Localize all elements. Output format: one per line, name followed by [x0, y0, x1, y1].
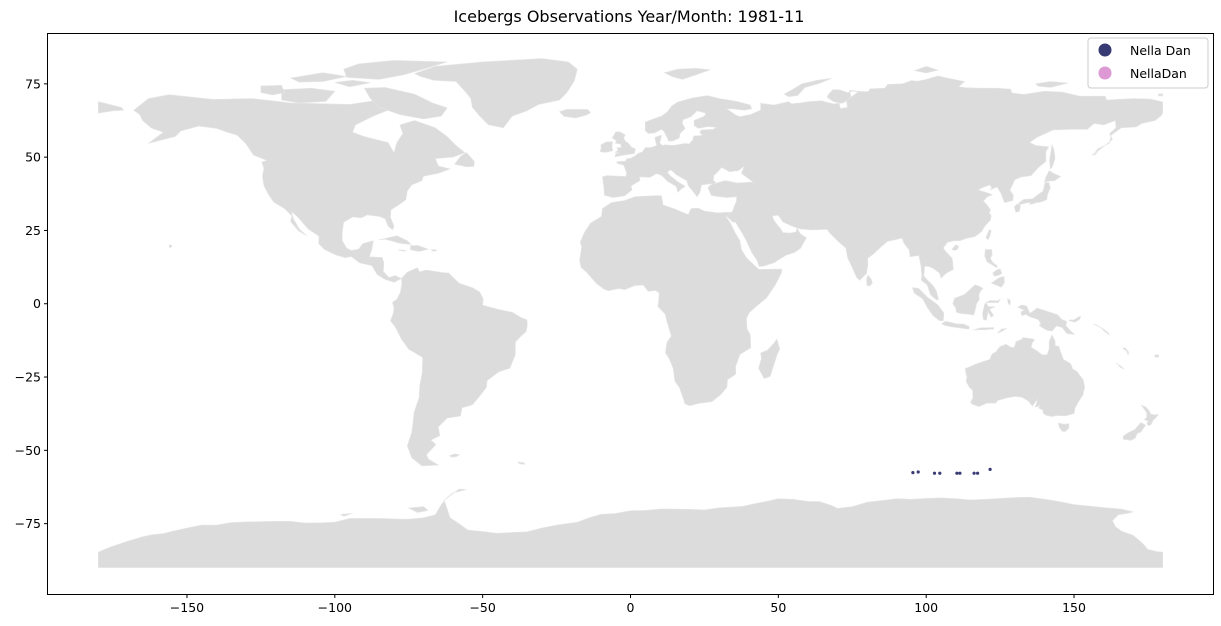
landmass-japan-hokkaido	[1044, 170, 1062, 183]
landmass-antarctic-is	[407, 506, 429, 513]
landmass-ellesmere	[343, 60, 448, 80]
landmass-tasmania	[1058, 422, 1070, 432]
legend-label-nella-dan: Nella Dan	[1130, 43, 1191, 58]
landmass-fiji	[1154, 354, 1160, 358]
landmass-ireland	[599, 141, 614, 153]
observation-points	[911, 467, 992, 475]
x-tick-label: −150	[170, 600, 204, 615]
x-tick-label: −50	[469, 600, 495, 615]
landmass-hawaii	[168, 244, 173, 249]
y-tick-label: 0	[33, 296, 41, 311]
landmass-taiwan	[985, 229, 992, 240]
landmass-falklands	[448, 453, 461, 458]
landmass-java	[941, 320, 970, 330]
landmass-halmahera	[1007, 297, 1011, 306]
landmass-victoria-is	[281, 87, 336, 104]
landmass-japan-kyushu	[1013, 203, 1021, 213]
landmass-australia	[964, 334, 1086, 417]
landmass-iceland	[558, 109, 592, 119]
y-tick-label: 25	[25, 223, 41, 238]
landmass-south-america	[390, 267, 528, 467]
x-tick-label: 100	[914, 600, 938, 615]
landmass-hispaniola	[410, 245, 430, 252]
y-tick-label: −50	[15, 443, 41, 458]
legend-box	[1087, 37, 1209, 89]
landmass-vanuatu	[1122, 347, 1130, 357]
landmass-sakhalin	[1049, 144, 1056, 170]
landmass-philippines-luzon	[984, 249, 998, 269]
landmass-solomons	[1093, 323, 1110, 336]
landmass-greenland	[413, 58, 578, 129]
landmass-philippines-mindanao	[990, 276, 1005, 288]
landmass-borneo	[952, 284, 984, 316]
observation-point-0-8	[988, 467, 992, 471]
landmass-new-caledonia	[1115, 362, 1125, 370]
landmass-new-guinea	[1017, 304, 1076, 335]
legend-label-nelladan: NellaDan	[1130, 66, 1187, 81]
landmass-new-siberian-is	[1034, 81, 1069, 88]
landmass-sri-lanka	[866, 274, 873, 287]
landmass-svalbard	[663, 67, 711, 80]
landmass-sumatra	[911, 287, 945, 321]
landmass-cuba	[379, 235, 412, 245]
landmass-newfoundland	[454, 152, 475, 168]
landmass-baffin	[363, 87, 448, 120]
landmass-philippines-mid	[992, 268, 1003, 277]
landmass-kamchatka-is	[1091, 152, 1098, 156]
world-basemap	[98, 58, 1163, 568]
x-tick-label: −100	[318, 600, 352, 615]
y-tick-label: −75	[15, 516, 41, 531]
x-tick-label: 150	[1062, 600, 1086, 615]
observation-point-0-5	[958, 471, 962, 475]
landmass-jamaica	[398, 249, 406, 252]
landmass-eurasia	[602, 75, 1163, 301]
y-tick-label: 50	[25, 150, 41, 165]
landmass-great-britain	[611, 131, 636, 158]
landmass-chukotka-east	[98, 101, 124, 114]
landmass-nz-north	[1140, 404, 1159, 427]
landmass-africa	[579, 195, 783, 407]
landmass-south-georgia	[517, 461, 526, 465]
legend-marker-nelladan	[1098, 66, 1112, 80]
landmass-madagascar	[758, 338, 781, 379]
observation-point-0-0	[911, 471, 915, 475]
landmass-nz-south	[1122, 422, 1147, 441]
x-axis: −150 −100 −50 0 50 100 150	[170, 594, 1086, 615]
observation-point-0-4	[955, 471, 959, 475]
x-tick-label: 50	[770, 600, 786, 615]
observation-point-0-7	[976, 471, 980, 475]
legend-marker-nella-dan	[1098, 43, 1112, 57]
landmass-japan-honshu	[1016, 182, 1051, 206]
landmass-new-britain	[1068, 315, 1082, 323]
landmass-wrangel	[1157, 93, 1163, 97]
y-tick-label: 75	[25, 76, 41, 91]
landmass-puerto-rico	[431, 249, 437, 252]
landmass-novaya-zemlya	[783, 78, 832, 98]
landmass-arctic-is-2	[334, 79, 371, 88]
landmass-alexander-is-2	[339, 513, 353, 517]
legend: Nella Dan NellaDan	[1087, 37, 1209, 89]
landmass-hainan	[951, 244, 960, 251]
observation-point-0-6	[972, 471, 976, 475]
landmass-sulawesi	[982, 298, 1001, 321]
x-tick-label: 0	[627, 600, 635, 615]
landmass-severnaya-zemlya	[913, 65, 940, 74]
observation-point-0-3	[938, 471, 942, 475]
chart-title: Icebergs Observations Year/Month: 1981-1…	[454, 7, 805, 26]
landmass-arctic-is-1	[289, 72, 347, 83]
landmass-banks-is	[260, 84, 285, 96]
observation-point-0-2	[932, 471, 937, 475]
observation-point-0-1	[916, 470, 920, 474]
y-axis: −75 −50 −25 0 25 50 75	[15, 76, 48, 531]
landmass-timor-area	[996, 328, 1008, 334]
landmass-lesser-sunda	[973, 327, 994, 331]
y-tick-label: −25	[15, 370, 41, 385]
landmass-antarctica	[98, 488, 1163, 568]
landmass-north-america	[133, 94, 466, 283]
